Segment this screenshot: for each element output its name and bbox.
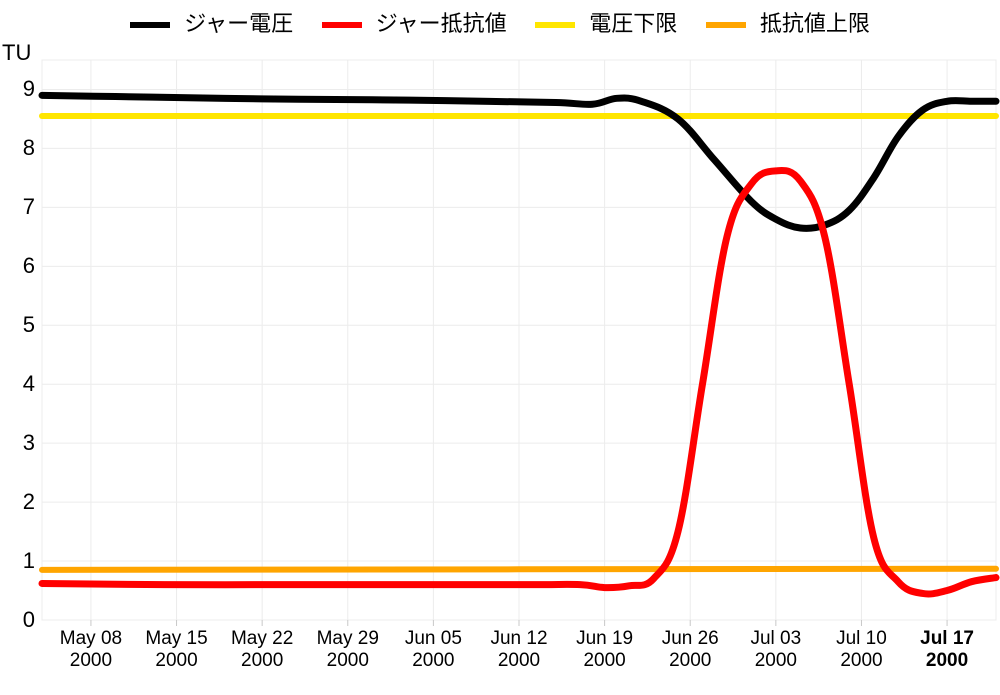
y-tick-label: 3 <box>3 430 35 456</box>
y-tick-label: 8 <box>3 135 35 161</box>
y-tick-label: 1 <box>3 548 35 574</box>
y-tick-label: 6 <box>3 253 35 279</box>
y-tick-label: 9 <box>3 76 35 102</box>
y-tick-label: 7 <box>3 194 35 220</box>
x-tick-label: Jun 192000 <box>560 628 650 672</box>
x-tick-label: May 222000 <box>217 628 307 672</box>
grid <box>42 60 996 620</box>
y-tick-label: 2 <box>3 489 35 515</box>
plot-svg <box>0 0 1000 695</box>
y-tick-label: 0 <box>3 607 35 633</box>
y-tick-label: 4 <box>3 371 35 397</box>
series-resistance_upper_limit <box>42 569 996 570</box>
y-tick-label: 5 <box>3 312 35 338</box>
x-tick-label: May 152000 <box>132 628 222 672</box>
x-tick-label: Jun 052000 <box>388 628 478 672</box>
x-tick-label: Jun 262000 <box>645 628 735 672</box>
x-ticks <box>91 620 947 626</box>
x-tick-label: Jun 122000 <box>474 628 564 672</box>
x-tick-label: Jul 102000 <box>816 628 906 672</box>
line-chart: ジャー電圧 ジャー抵抗値 電圧下限 抵抗値上限 TU 0123456789 Ma… <box>0 0 1000 695</box>
x-tick-label: May 082000 <box>46 628 136 672</box>
x-tick-label: Jul 032000 <box>731 628 821 672</box>
x-tick-label: May 292000 <box>303 628 393 672</box>
x-tick-label: Jul 172000 <box>902 628 992 672</box>
